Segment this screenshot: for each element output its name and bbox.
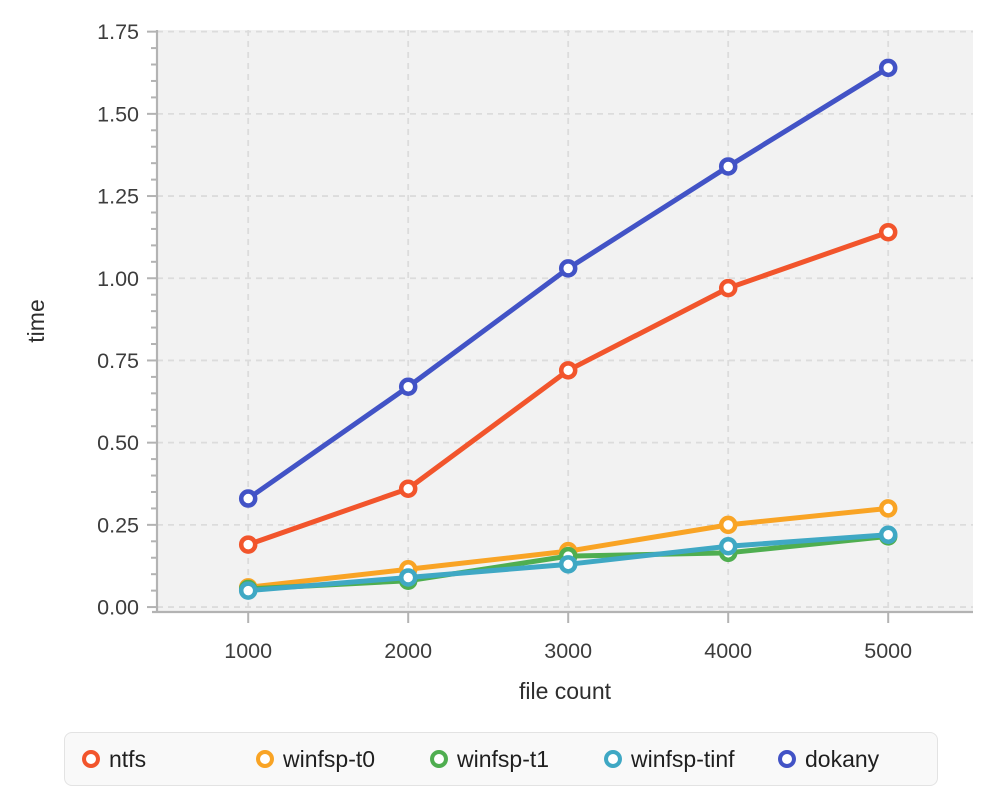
legend-marker-icon <box>256 750 274 768</box>
legend-marker-icon <box>430 750 448 768</box>
series-markers-ntfs <box>238 222 898 554</box>
grid-lines <box>157 30 973 612</box>
y-axis-title: time <box>23 299 49 342</box>
legend-item-winfsp-t0: winfsp-t0 <box>256 746 430 773</box>
legend-marker-icon <box>778 750 796 768</box>
svg-text:1.50: 1.50 <box>97 102 139 126</box>
series-markers-dokany <box>238 58 898 508</box>
svg-text:2000: 2000 <box>384 639 432 663</box>
svg-text:0.75: 0.75 <box>97 349 139 373</box>
svg-text:0.00: 0.00 <box>97 596 139 620</box>
svg-text:1.25: 1.25 <box>97 185 139 209</box>
series-lines <box>238 58 898 600</box>
legend-item-ntfs: ntfs <box>82 746 256 773</box>
y-axis-tick-labels: 0.00 0.25 0.50 0.75 1.00 1.25 1.50 1.75 <box>97 20 139 619</box>
legend-marker-icon <box>604 750 622 768</box>
svg-text:0.50: 0.50 <box>97 431 139 455</box>
legend-item-label: winfsp-t1 <box>457 745 550 772</box>
x-axis-title: file count <box>519 678 612 704</box>
legend-item-label: dokany <box>805 745 880 772</box>
series-line-winfsp-tinf <box>238 525 898 600</box>
svg-text:3000: 3000 <box>544 639 592 663</box>
axis-spines <box>152 30 973 614</box>
legend-marker-icon <box>82 750 100 768</box>
svg-text:5000: 5000 <box>864 639 912 663</box>
series-markers-winfsp-tinf <box>238 525 898 600</box>
legend-item-label: ntfs <box>109 745 147 772</box>
legend-item-label: winfsp-t0 <box>283 745 376 772</box>
line-chart: 0.00 0.25 0.50 0.75 1.00 1.25 1.50 1.75 1000 200… <box>23 20 973 704</box>
x-axis-tick-labels: 1000 2000 3000 4000 5000 <box>224 639 912 663</box>
series-line-ntfs <box>238 222 898 554</box>
svg-text:1.75: 1.75 <box>97 20 139 44</box>
legend-item-dokany: dokany <box>778 746 879 773</box>
series-line-dokany <box>238 58 898 508</box>
svg-text:1000: 1000 <box>224 639 272 663</box>
legend-item-label: winfsp-tinf <box>631 745 735 772</box>
legend: ntfs winfsp-t0 winfsp-t1 winfsp-tinf dok… <box>64 732 938 786</box>
legend-item-winfsp-tinf: winfsp-tinf <box>604 746 778 773</box>
legend-item-winfsp-t1: winfsp-t1 <box>430 746 604 773</box>
svg-text:0.25: 0.25 <box>97 513 139 537</box>
svg-text:4000: 4000 <box>704 639 752 663</box>
svg-text:1.00: 1.00 <box>97 267 139 291</box>
